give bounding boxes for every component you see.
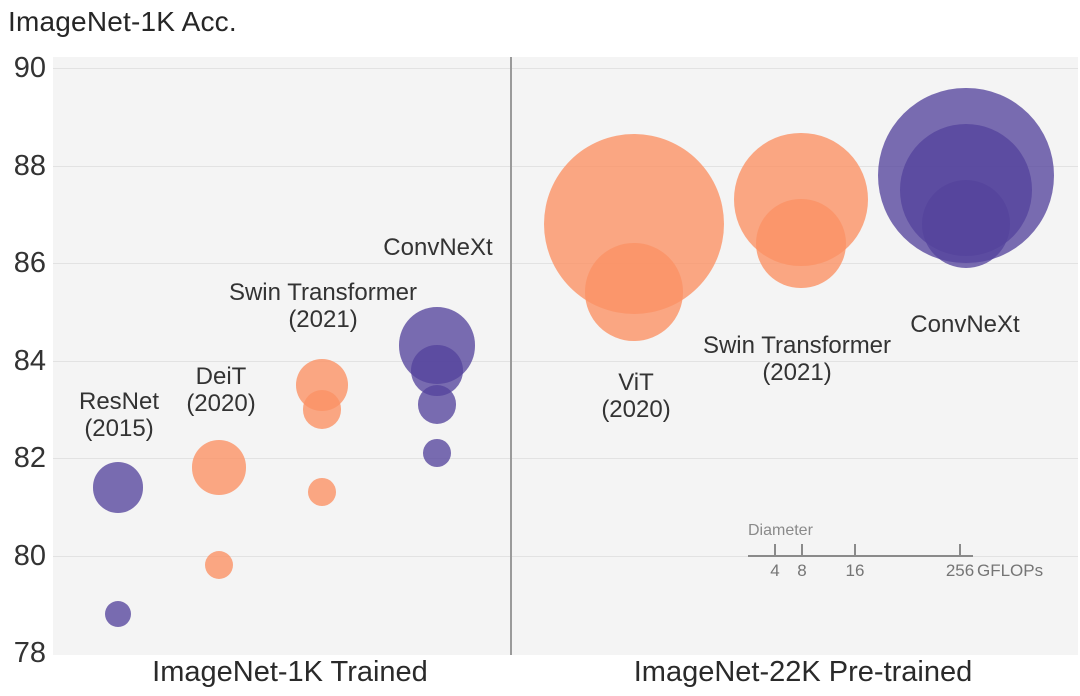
legend-tick-16 bbox=[854, 544, 856, 556]
legend-tick-label-16: 16 bbox=[845, 561, 865, 580]
bubble-convnext-22k bbox=[922, 180, 1010, 268]
cluster-label-resnet: ResNet (2015) bbox=[78, 388, 160, 442]
bubble-convnext-1k bbox=[423, 439, 451, 467]
gridline-84 bbox=[53, 360, 1078, 362]
bubble-swin-1k bbox=[308, 478, 336, 506]
cluster-label-convnext-1k: ConvNeXt bbox=[383, 234, 493, 261]
cluster-label-deit: DeiT (2020) bbox=[186, 363, 256, 417]
bubble-vit bbox=[585, 243, 683, 342]
bubble-resnet bbox=[104, 600, 132, 628]
legend-axis-line bbox=[748, 555, 973, 557]
gridline-80 bbox=[53, 555, 1078, 557]
bubble-convnext-1k bbox=[417, 385, 457, 424]
bubble-swin-22k bbox=[756, 198, 846, 289]
legend-tick-label-256: 256 bbox=[945, 561, 975, 580]
bubble-deit bbox=[204, 551, 234, 580]
legend-tick-256 bbox=[959, 544, 961, 556]
panel-label-imagenet-1k-trained: ImageNet-1K Trained bbox=[152, 656, 428, 688]
y-tick-label-84: 84 bbox=[13, 344, 46, 377]
legend-title: Diameter bbox=[748, 522, 813, 539]
panel-label-imagenet-22k-pretrained: ImageNet-22K Pre-trained bbox=[633, 656, 973, 688]
legend-tick-label-4: 4 bbox=[770, 561, 780, 580]
bubble-swin-1k bbox=[302, 389, 342, 429]
y-tick-label-78: 78 bbox=[13, 637, 46, 669]
legend-tick-8 bbox=[801, 544, 803, 556]
cluster-label-swin-22k: Swin Transformer (2021) bbox=[702, 332, 892, 386]
gridline-82 bbox=[53, 458, 1078, 459]
legend-tick-label-8: 8 bbox=[797, 561, 807, 580]
y-tick-label-88: 88 bbox=[13, 149, 46, 182]
legend-tick-4 bbox=[774, 544, 776, 556]
y-tick-label-90: 90 bbox=[13, 52, 46, 84]
cluster-label-swin-1k: Swin Transformer (2021) bbox=[228, 279, 418, 333]
y-tick-label-80: 80 bbox=[13, 539, 46, 572]
panel-divider bbox=[510, 57, 512, 655]
cluster-label-convnext-22k: ConvNeXt bbox=[910, 311, 1020, 338]
cluster-label-vit: ViT (2020) bbox=[601, 369, 671, 423]
gridline-90 bbox=[53, 68, 1078, 69]
legend-unit-label: GFLOPs bbox=[977, 561, 1044, 580]
chart-title: ImageNet-1K Acc. bbox=[8, 6, 237, 37]
y-tick-label-82: 82 bbox=[13, 442, 46, 474]
y-tick-label-86: 86 bbox=[13, 247, 46, 279]
bubble-resnet bbox=[92, 461, 144, 513]
bubble-deit bbox=[191, 440, 247, 496]
